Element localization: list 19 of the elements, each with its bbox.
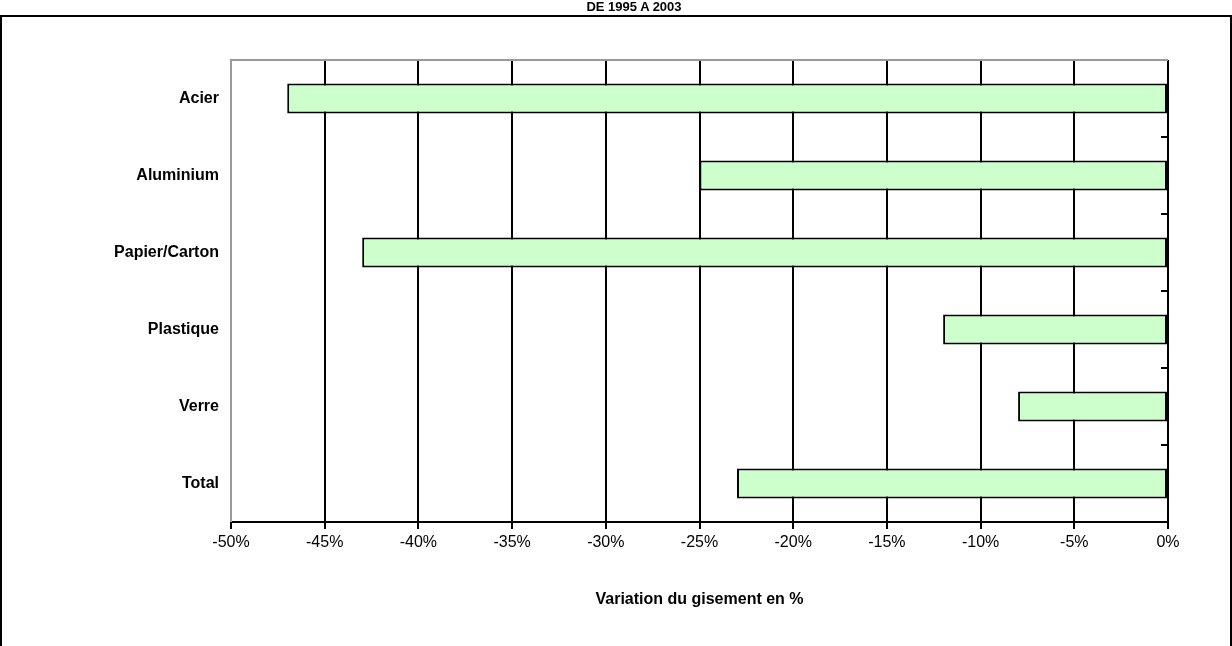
x-tick-label: -25% xyxy=(680,533,719,551)
x-tick-label: -40% xyxy=(399,533,438,551)
x-tick-label: -30% xyxy=(587,533,625,551)
y-tick-label: Acier xyxy=(178,88,219,106)
x-tick-label: -45% xyxy=(306,533,344,551)
y-tick-label: Total xyxy=(181,473,219,491)
x-tick-label: -50% xyxy=(212,533,250,551)
x-tick-label: -15% xyxy=(868,533,906,551)
x-tick-label: -35% xyxy=(493,533,531,551)
x-axis-title: Variation du gisement en % xyxy=(595,589,804,607)
y-tick-label: Plastique xyxy=(147,319,220,337)
x-tick-label: -10% xyxy=(961,533,1000,551)
y-tick-label: Verre xyxy=(178,396,220,414)
chart-title: DE 1995 A 2003 xyxy=(586,0,682,14)
x-tick-label: 0% xyxy=(1156,533,1180,551)
x-tick-label: -20% xyxy=(774,533,812,551)
y-tick-label: Aluminium xyxy=(136,165,219,183)
x-tick-label: -5% xyxy=(1060,533,1089,551)
y-tick-label: Papier/Carton xyxy=(114,242,219,260)
